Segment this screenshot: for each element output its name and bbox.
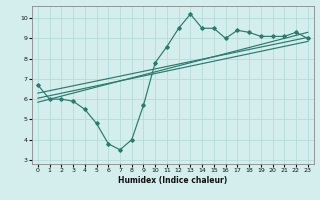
X-axis label: Humidex (Indice chaleur): Humidex (Indice chaleur) bbox=[118, 176, 228, 185]
